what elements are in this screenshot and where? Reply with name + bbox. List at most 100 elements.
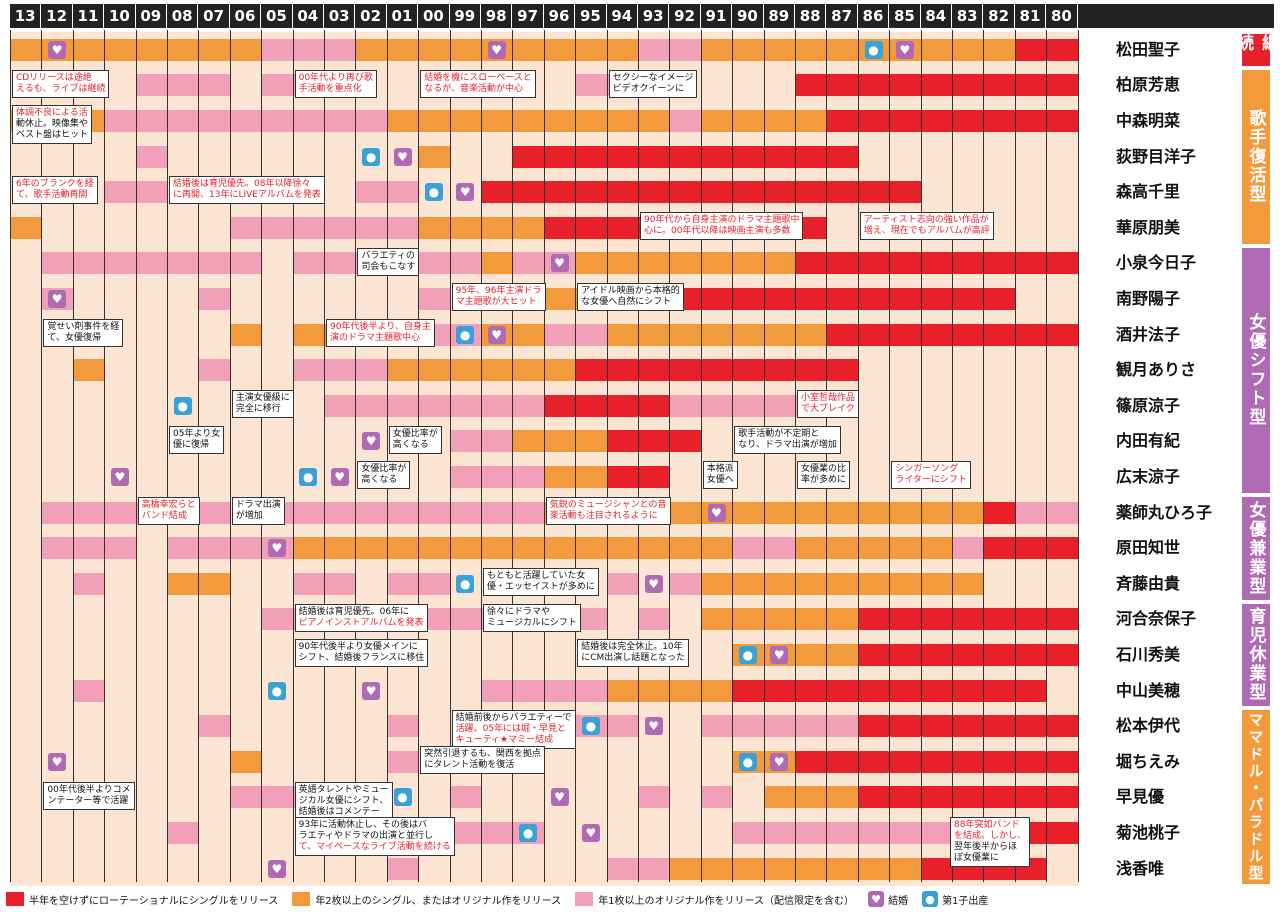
heart-icon: ♥ — [456, 183, 475, 202]
annotation-note: シンガーソング ライターにシフト — [891, 461, 971, 490]
annotation-note: 結婚後は完全休止。10年 にCM出演し話題となった — [577, 639, 689, 668]
annotation-note: 結婚後は育児優先。08年以降徐々 に再開、13年にLIVEアルバムを発表 — [169, 176, 325, 205]
annotation-line: セクシーなイメージ — [612, 72, 694, 83]
year-cell — [763, 252, 795, 275]
year-header-91: 91 — [700, 4, 732, 28]
year-cell — [826, 572, 858, 595]
annotation-line: バンド結成 — [141, 510, 188, 521]
year-cell — [732, 252, 764, 275]
year-cell — [543, 323, 576, 346]
year-cell — [324, 572, 356, 595]
annotation-note: 88年突如バンド を結成。しかし、 翌年後半からほ ぼ女優業に — [950, 817, 1031, 868]
year-cell — [41, 501, 73, 524]
legend-pink: 年1枚以上のオリジナル作をリリース（配信限定を含む） — [575, 892, 854, 907]
year-cell — [575, 466, 607, 488]
annotation-line: 歌手活動が不定期と — [738, 428, 820, 439]
year-cell — [983, 679, 1015, 702]
year-cell — [1046, 501, 1078, 524]
year-header-82: 82 — [983, 4, 1014, 28]
year-cell — [135, 74, 167, 97]
year-header-95: 95 — [575, 4, 606, 28]
year-cell — [512, 110, 544, 132]
year-cell — [920, 74, 952, 97]
annotation-line: なり、ドラマ出演が増加 — [738, 439, 837, 450]
year-cell — [889, 608, 921, 631]
year-cell — [229, 537, 262, 560]
year-cell — [135, 145, 167, 168]
grid-line — [889, 30, 891, 882]
annotation-line: ドラマ出演 — [235, 499, 281, 510]
person-icon: ● — [456, 325, 475, 344]
person-icon: ● — [456, 574, 475, 593]
year-cell — [72, 501, 105, 524]
year-cell — [512, 359, 544, 382]
year-cell — [638, 466, 670, 488]
annotation-note: 93年に活動休止し、その後はバ ラエティやドラマの出演と並行し て、マイペースな… — [294, 817, 455, 857]
year-cell — [763, 110, 795, 132]
year-cell — [324, 537, 356, 560]
year-cell — [826, 110, 858, 132]
year-cell — [449, 359, 481, 382]
year-cell — [261, 38, 293, 61]
legend-pink-swatch — [575, 892, 594, 906]
year-cell — [983, 786, 1015, 809]
year-cell — [324, 394, 356, 417]
year-cell — [889, 750, 921, 773]
grid-line — [1046, 30, 1048, 882]
grid-line — [606, 30, 608, 882]
year-cell — [826, 252, 858, 275]
year-cell — [952, 572, 984, 595]
year-cell — [449, 394, 481, 417]
year-cell — [606, 38, 638, 61]
year-cell — [418, 572, 450, 595]
year-cell — [355, 359, 387, 382]
year-cell — [669, 501, 701, 524]
person-icon: ● — [362, 147, 381, 166]
annotation-note: 女優比率が 高くなる — [388, 425, 442, 454]
year-cell — [920, 110, 952, 132]
year-cell — [826, 822, 858, 844]
year-cell — [763, 288, 795, 310]
annotation-line: て、歌手活動再開 — [16, 190, 88, 201]
year-cell — [167, 252, 199, 275]
year-cell — [261, 216, 293, 239]
year-header-84: 84 — [920, 4, 951, 28]
annotation-line: 95年、96年主演ドラ — [455, 286, 542, 297]
annotation-line: ンテーター等で活躍 — [47, 795, 129, 806]
category-label: ママドル・パラドル型 — [1242, 710, 1270, 885]
year-cell — [72, 252, 105, 275]
year-cell — [1046, 608, 1078, 631]
year-cell — [920, 608, 952, 631]
artist-name: 堀ちえみ — [1116, 751, 1181, 771]
year-cell — [732, 608, 764, 631]
artist-name: 中山美穂 — [1116, 680, 1181, 700]
artist-name: 河合奈保子 — [1116, 609, 1197, 629]
year-header-88: 88 — [795, 4, 826, 28]
grid-line — [355, 30, 357, 882]
year-cell — [104, 501, 136, 524]
year-cell — [952, 786, 984, 809]
year-cell — [826, 786, 858, 809]
year-cell — [72, 38, 105, 61]
annotation-line: 気鋭のミュージシャンとの音 — [549, 499, 667, 510]
year-cell — [826, 679, 858, 702]
year-cell — [795, 145, 827, 168]
year-cell — [355, 394, 387, 417]
year-cell — [543, 216, 576, 239]
year-cell — [229, 750, 262, 773]
annotation-note: セクシーなイメージ ビデオクイーンに — [608, 69, 698, 98]
year-cell — [700, 679, 733, 702]
legend-orange: 年2枚以上のシングル、またはオリジナル作をリリース — [292, 892, 561, 907]
year-cell — [952, 252, 984, 275]
year-cell — [229, 38, 262, 61]
year-cell — [198, 501, 230, 524]
year-cell — [983, 74, 1015, 97]
year-cell — [575, 323, 607, 346]
artist-name: 小泉今日子 — [1116, 253, 1197, 273]
year-cell — [826, 750, 858, 773]
annotation-line: えるも、ライブは継続 — [16, 83, 106, 94]
year-cell — [889, 644, 921, 666]
artist-name: 菊池桃子 — [1116, 823, 1181, 842]
grid-line — [386, 30, 388, 882]
year-cell — [857, 786, 890, 809]
